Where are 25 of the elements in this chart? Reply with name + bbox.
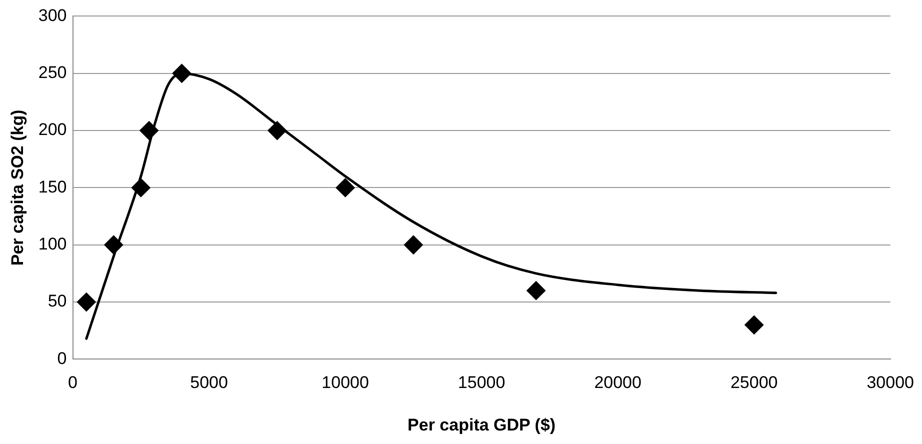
point <box>526 281 546 300</box>
y-tick-label: 0 <box>57 348 67 368</box>
y-tick-label: 250 <box>38 63 67 82</box>
x-tick-label: 25000 <box>730 373 778 392</box>
x-tick-label: 10000 <box>322 373 369 392</box>
y-tick-label: 50 <box>48 292 67 311</box>
point <box>404 235 423 254</box>
y-axis-title: Per capita SO2 (kg) <box>8 110 27 266</box>
point <box>172 64 192 83</box>
point <box>268 121 287 140</box>
point <box>131 178 150 198</box>
point <box>104 235 124 254</box>
x-tick-label: 15000 <box>458 373 506 392</box>
x-axis-title: Per capita GDP ($) <box>408 415 556 434</box>
y-tick-label: 200 <box>38 120 67 140</box>
x-tick-label: 30000 <box>866 373 914 392</box>
point <box>744 315 764 334</box>
y-tick-label: 150 <box>38 177 67 196</box>
point <box>76 292 96 312</box>
x-tick-label: 20000 <box>594 373 642 392</box>
point <box>140 121 159 140</box>
y-tick-label: 300 <box>38 6 67 25</box>
x-tick-label: 5000 <box>190 373 228 392</box>
y-tick-label: 100 <box>38 234 67 254</box>
point <box>336 178 355 198</box>
